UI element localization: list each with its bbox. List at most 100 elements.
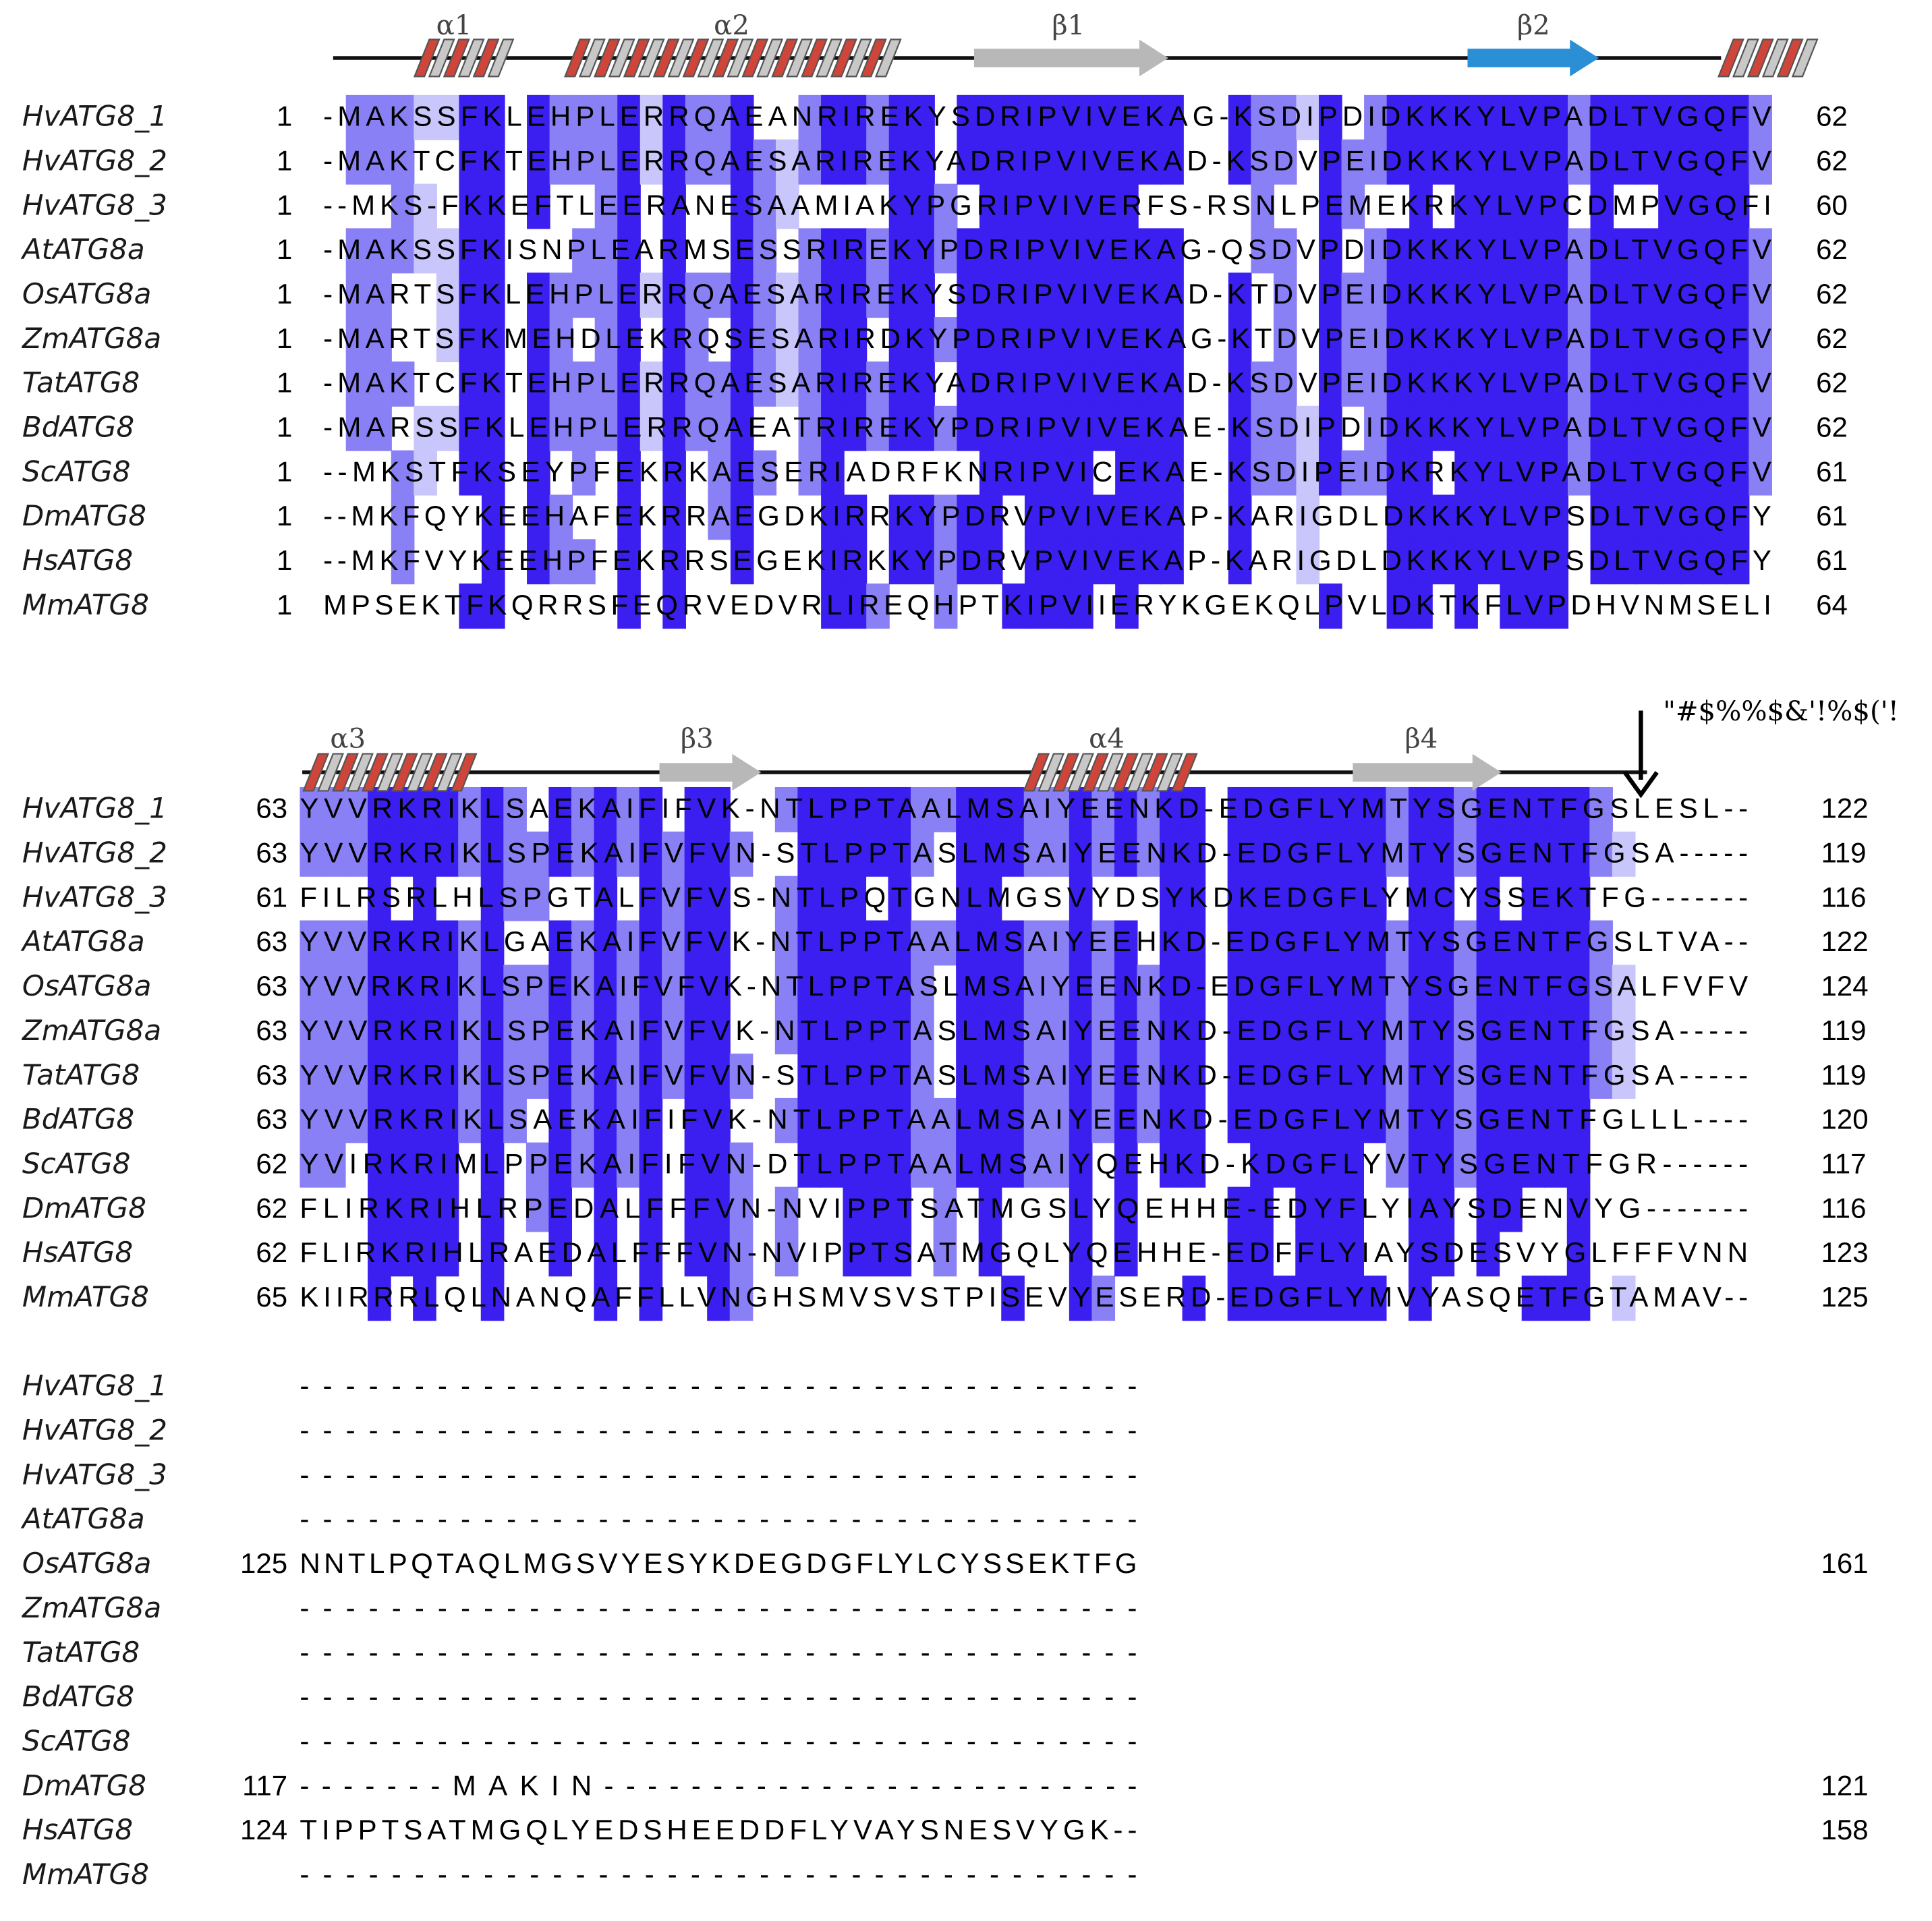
residue-shade [684, 1142, 708, 1188]
residue-shade [662, 539, 686, 585]
start-position: 1 [277, 544, 292, 576]
residue-shade [1250, 965, 1274, 1010]
residue-shade [1680, 94, 1705, 140]
residue-shade [911, 920, 934, 966]
residue-shade [1566, 1231, 1591, 1277]
residue-shade [865, 1009, 889, 1055]
sequence-name: OsATG8a [22, 277, 151, 310]
residue-shade [571, 831, 595, 877]
residue-shade [503, 831, 527, 877]
residue-shade [1340, 920, 1364, 966]
residue-shade [1160, 539, 1184, 585]
residue-shade [368, 317, 392, 363]
residue-shade [1317, 1142, 1342, 1188]
residue-shade [1567, 94, 1591, 140]
residue-shade [481, 273, 505, 318]
residue-shade [640, 139, 664, 185]
residue-shade [345, 361, 370, 407]
residue-shade [1431, 94, 1456, 140]
residue-shade [708, 361, 732, 407]
residue-shade [729, 1231, 754, 1277]
residue-shade [1613, 405, 1637, 451]
residue-shade [729, 831, 754, 877]
residue-shade [774, 1186, 799, 1232]
residue-shade [1635, 361, 1659, 407]
residue-shade [979, 494, 1003, 540]
residue-shade [1317, 1054, 1342, 1099]
residue-shade [843, 1054, 867, 1099]
sequence-name: HsATG8 [22, 1813, 133, 1846]
residue-shade [957, 405, 980, 451]
sequence-name: ScATG8 [22, 1724, 131, 1757]
residue-shade [1477, 183, 1501, 229]
residue-shade [1046, 831, 1070, 877]
residue-shade [888, 1186, 912, 1232]
residue-shade [1024, 539, 1048, 585]
residue-shade [481, 583, 505, 629]
residue-shade [1476, 1231, 1500, 1277]
residue-shade [797, 876, 821, 921]
residue-shade [1227, 1186, 1251, 1232]
residue-shade [1317, 876, 1342, 921]
sequence-row: -MAKTCFKTEHPLERRQAESARIREKYADRIPVIVEKAD-… [323, 367, 1771, 399]
residue-shade [978, 1231, 1002, 1277]
residue-shade [1115, 494, 1139, 540]
residue-shade [1522, 539, 1546, 585]
residue-shade [888, 139, 913, 185]
residue-shade [1499, 1186, 1523, 1232]
residue-shade [480, 1142, 505, 1188]
residue-shade [1658, 317, 1682, 363]
residue-shade [1590, 450, 1614, 496]
residue-shade [572, 139, 596, 185]
residue-shade [480, 1009, 505, 1055]
residue-shade [707, 876, 731, 921]
residue-shade [458, 1009, 482, 1055]
sequence-name: BdATG8 [22, 1680, 134, 1713]
residue-shade [413, 1186, 436, 1232]
residue-shade [1002, 450, 1026, 496]
residue-shade [1272, 831, 1297, 877]
residue-shade [957, 273, 980, 318]
residue-shade [413, 920, 436, 966]
start-position: 1 [277, 144, 292, 176]
residue-shade [979, 539, 1003, 585]
residue-shade [594, 405, 619, 451]
residue-shade [436, 405, 460, 451]
residue-shade [1182, 876, 1206, 921]
residue-shade [617, 450, 641, 496]
residue-shade [1295, 1142, 1319, 1188]
residue-shade [1137, 1009, 1161, 1055]
residue-shade [549, 94, 573, 140]
residue-shade [865, 1054, 889, 1099]
residue-shade [548, 1186, 573, 1232]
residue-shade [1272, 1097, 1297, 1143]
residue-shade [481, 317, 505, 363]
residue-shade [594, 94, 619, 140]
residue-shade [1295, 1275, 1319, 1321]
residue-shade [911, 94, 935, 140]
residue-shade [1319, 405, 1342, 451]
residue-shade [662, 317, 686, 363]
sequence-name: ZmATG8a [22, 1591, 161, 1624]
ss-label: β4 [1404, 723, 1438, 754]
residue-shade [957, 139, 980, 185]
residue-shade [956, 831, 979, 877]
residue-shade [1363, 1275, 1387, 1321]
residue-shade [753, 361, 777, 407]
residue-shade [866, 139, 890, 185]
residue-shade [684, 1186, 708, 1232]
residue-shade [1500, 494, 1523, 540]
residue-shade [821, 450, 845, 496]
sequence-name: MmATG8 [22, 588, 149, 621]
residue-shade [1545, 361, 1569, 407]
residue-shade [1477, 450, 1501, 496]
residue-shade [685, 317, 709, 363]
residue-shade [957, 494, 980, 540]
residue-shade [956, 965, 979, 1010]
residue-shade [1273, 450, 1297, 496]
residue-shade [1046, 965, 1070, 1010]
residue-shade [617, 228, 641, 274]
residue-shade [1454, 139, 1478, 185]
residue-shade [797, 1009, 821, 1055]
